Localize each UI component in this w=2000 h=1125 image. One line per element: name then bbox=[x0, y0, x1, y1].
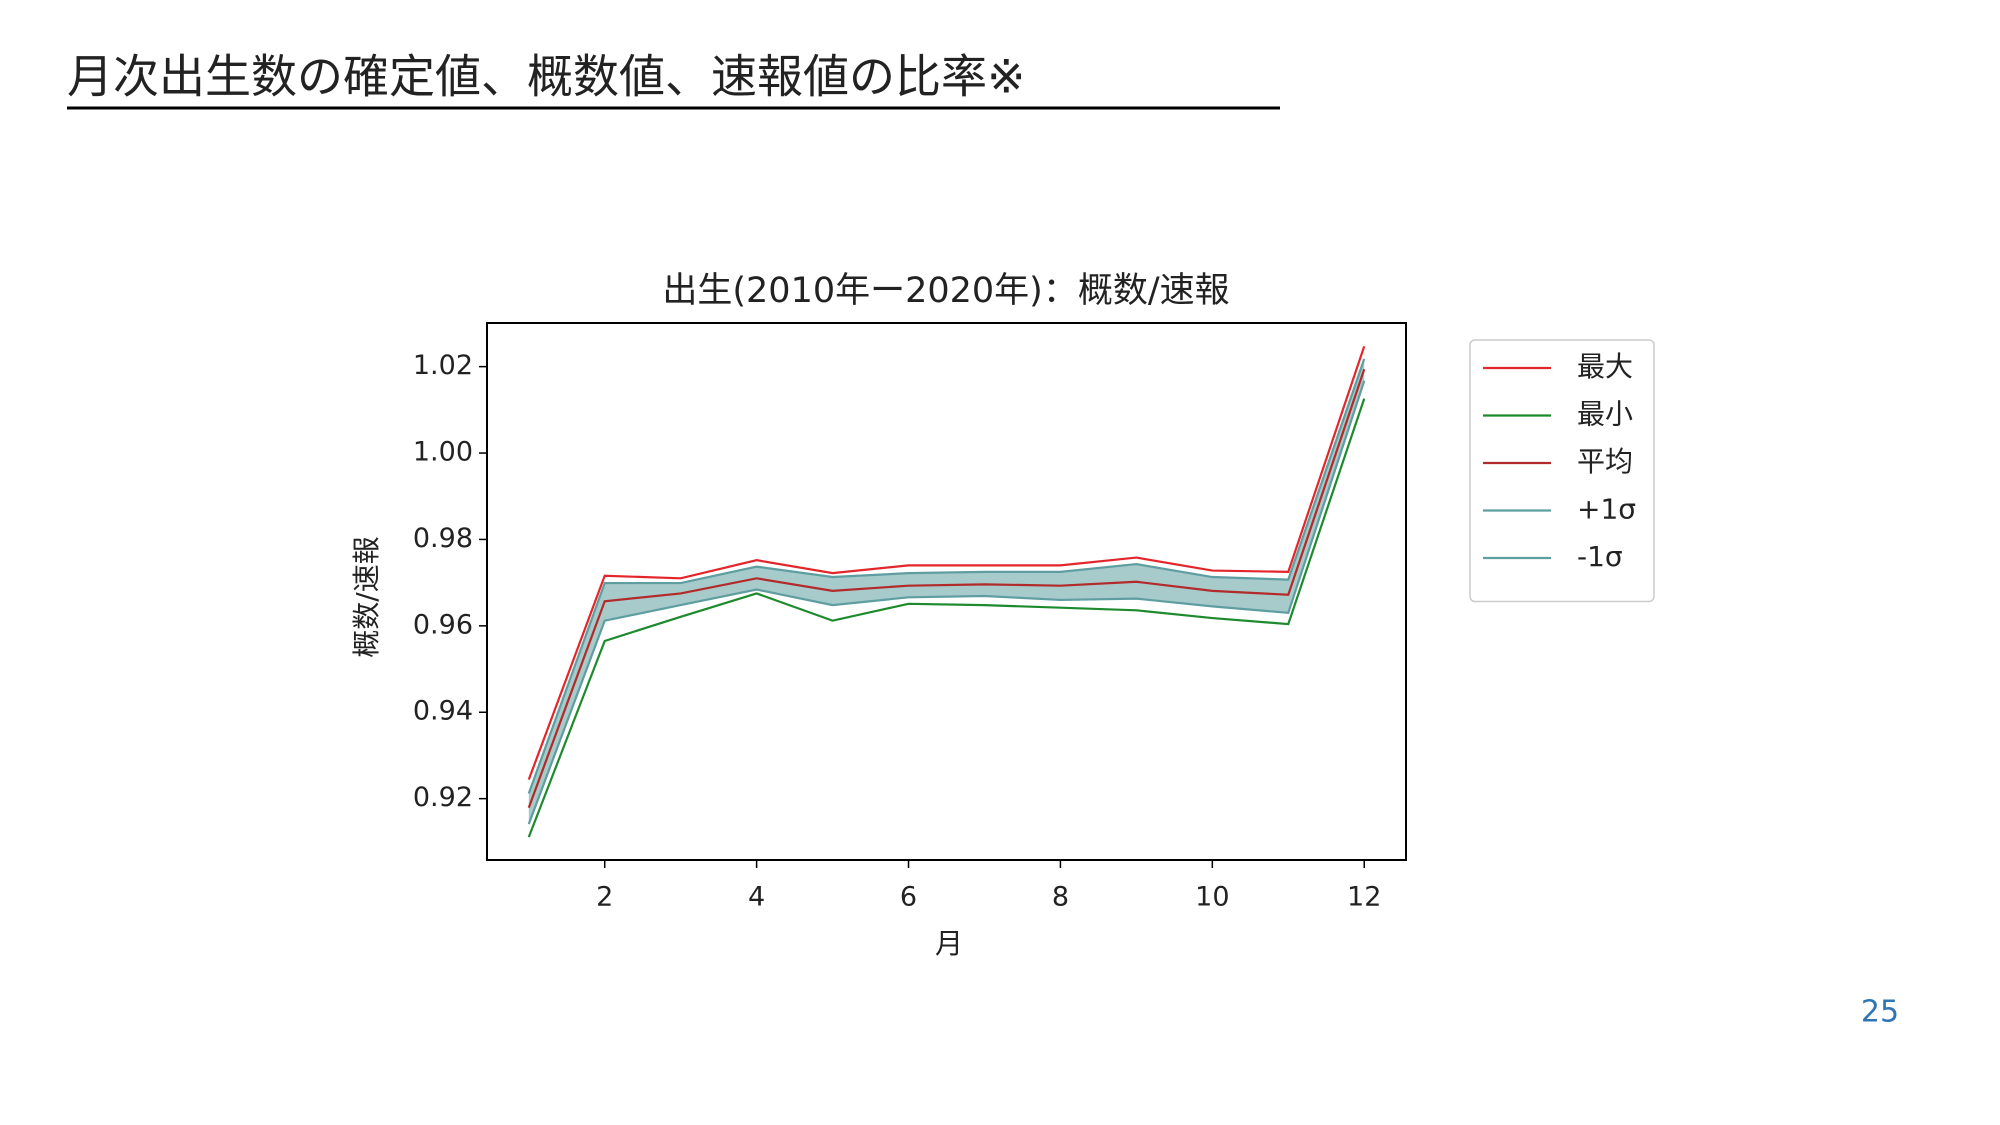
sigma-band bbox=[528, 358, 1365, 825]
x-tick-label: 2 bbox=[596, 882, 613, 913]
x-tick-label: 8 bbox=[1052, 882, 1069, 913]
y-axis-label: 概数/速報 bbox=[350, 536, 383, 657]
y-tick-label: 0.92 bbox=[413, 782, 473, 813]
y-tick-label: 1.02 bbox=[413, 350, 473, 381]
page-number: 25 bbox=[1861, 995, 1899, 1030]
x-axis-label: 月 bbox=[935, 927, 963, 960]
legend-label: -1σ bbox=[1577, 540, 1623, 573]
legend-label: 平均 bbox=[1577, 445, 1633, 478]
legend-label: 最大 bbox=[1577, 350, 1633, 383]
x-tick-label: 10 bbox=[1195, 882, 1229, 913]
series-line bbox=[527, 380, 1366, 825]
x-tick-label: 6 bbox=[900, 882, 917, 913]
x-tick-label: 12 bbox=[1347, 882, 1381, 913]
y-tick-label: 0.98 bbox=[413, 523, 473, 554]
y-tick-label: 0.96 bbox=[413, 609, 473, 640]
legend-label: 最小 bbox=[1577, 398, 1633, 431]
chart-title: 出生(2010年ー2020年)：概数/速報 bbox=[662, 271, 1229, 311]
legend-box bbox=[1469, 339, 1655, 603]
legend-label: +1σ bbox=[1577, 493, 1636, 526]
y-tick-label: 0.94 bbox=[413, 696, 473, 727]
plot-frame bbox=[486, 322, 1407, 861]
slide-title: 月次出生数の確定値、概数値、速報値の比率※ bbox=[67, 50, 1026, 104]
series-line bbox=[527, 398, 1366, 838]
series-line bbox=[527, 345, 1366, 781]
series-line bbox=[527, 358, 1366, 794]
x-tick-label: 4 bbox=[748, 882, 765, 913]
y-tick-label: 1.00 bbox=[413, 437, 473, 468]
series-line bbox=[527, 368, 1366, 809]
